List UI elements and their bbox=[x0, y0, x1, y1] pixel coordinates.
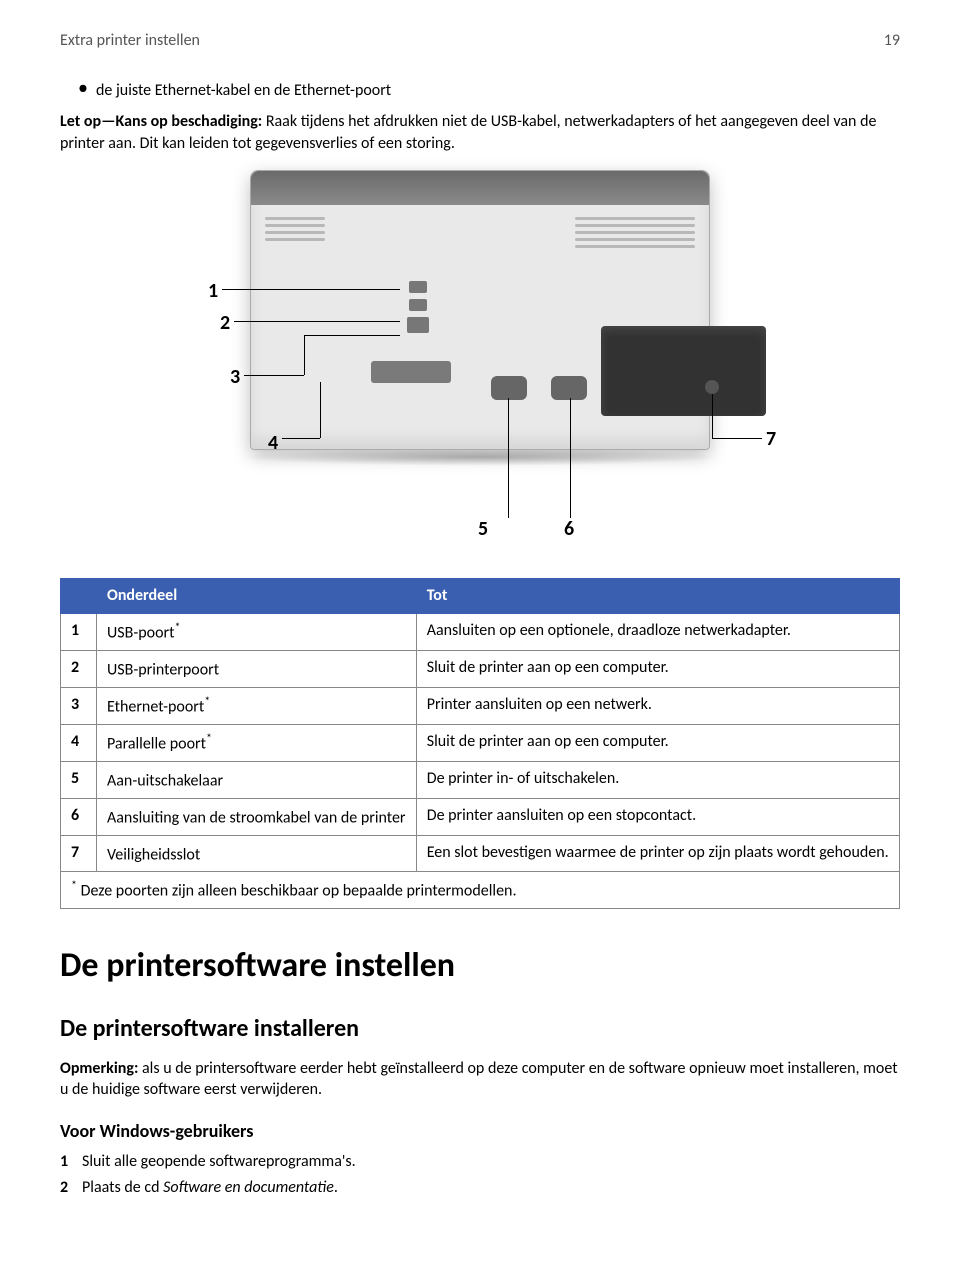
step-item: Sluit alle geopende softwareprogramma's. bbox=[80, 1151, 900, 1173]
table-row: 4 Parallelle poort* Sluit de printer aan… bbox=[61, 724, 900, 761]
table-row: 7 Veiligheidsslot Een slot bevestigen wa… bbox=[61, 835, 900, 872]
row-num: 7 bbox=[61, 835, 97, 872]
row-num: 3 bbox=[61, 687, 97, 724]
row-part: USB-printerpoort bbox=[97, 650, 417, 687]
callout-6: 6 bbox=[564, 516, 574, 543]
note-label: Opmerking: bbox=[60, 1059, 138, 1078]
row-desc: Printer aansluiten op een netwerk. bbox=[416, 687, 899, 724]
table-row: 3 Ethernet-poort* Printer aansluiten op … bbox=[61, 687, 900, 724]
table-footnote-row: * Deze poorten zijn alleen beschikbaar o… bbox=[61, 872, 900, 909]
steps-list: Sluit alle geopende softwareprogramma's.… bbox=[60, 1151, 900, 1198]
callout-3: 3 bbox=[230, 364, 240, 391]
row-num: 5 bbox=[61, 761, 97, 798]
row-part: Veiligheidsslot bbox=[97, 835, 417, 872]
row-num: 2 bbox=[61, 650, 97, 687]
callout-2: 2 bbox=[220, 310, 230, 337]
row-num: 6 bbox=[61, 798, 97, 835]
callout-4: 4 bbox=[268, 430, 278, 457]
header-page: 19 bbox=[884, 30, 900, 52]
row-part: Ethernet-poort* bbox=[97, 687, 417, 724]
row-desc: De printer aansluiten op een stopcontact… bbox=[416, 798, 899, 835]
bullet-dot-icon: • bbox=[78, 78, 88, 102]
th-empty bbox=[61, 579, 97, 614]
row-part: Aansluiting van de stroomkabel van de pr… bbox=[97, 798, 417, 835]
row-desc: De printer in- of uitschakelen. bbox=[416, 761, 899, 798]
row-desc: Aansluiten op een optionele, draadloze n… bbox=[416, 613, 899, 650]
printer-body-illustration bbox=[250, 170, 710, 450]
parts-table: Onderdeel Tot 1 USB-poort* Aansluiten op… bbox=[60, 578, 900, 909]
note-paragraph: Opmerking: als u de printersoftware eerd… bbox=[60, 1058, 900, 1101]
table-footnote: * Deze poorten zijn alleen beschikbaar o… bbox=[61, 872, 900, 909]
header-title: Extra printer instellen bbox=[60, 30, 200, 52]
row-num: 4 bbox=[61, 724, 97, 761]
table-row: 5 Aan-uitschakelaar De printer in- of ui… bbox=[61, 761, 900, 798]
subsection-heading: De printersoftware installeren bbox=[60, 1013, 900, 1045]
row-desc: Een slot bevestigen waarmee de printer o… bbox=[416, 835, 899, 872]
callout-1: 1 bbox=[208, 278, 218, 305]
bullet-text: de juiste Ethernet-kabel en de Ethernet-… bbox=[96, 80, 391, 102]
table-row: 2 USB-printerpoort Sluit de printer aan … bbox=[61, 650, 900, 687]
row-desc: Sluit de printer aan op een computer. bbox=[416, 650, 899, 687]
caution-label: Let op—Kans op beschadiging: bbox=[60, 112, 262, 131]
table-row: 6 Aansluiting van de stroomkabel van de … bbox=[61, 798, 900, 835]
section-heading: De printersoftware instellen bbox=[60, 943, 900, 989]
callout-7: 7 bbox=[766, 426, 776, 453]
row-part: Parallelle poort* bbox=[97, 724, 417, 761]
caution-paragraph: Let op—Kans op beschadiging: Raak tijden… bbox=[60, 111, 900, 154]
table-row: 1 USB-poort* Aansluiten op een optionele… bbox=[61, 613, 900, 650]
printer-diagram: 1 2 3 4 5 6 7 bbox=[60, 170, 900, 590]
subsub-heading: Voor Windows-gebruikers bbox=[60, 1119, 900, 1143]
bullet-list: • de juiste Ethernet-kabel en de Etherne… bbox=[60, 80, 900, 102]
row-desc: Sluit de printer aan op een computer. bbox=[416, 724, 899, 761]
row-num: 1 bbox=[61, 613, 97, 650]
note-text: als u de printersoftware eerder hebt geï… bbox=[60, 1059, 898, 1100]
step-item: Plaats de cd Software en documentatie. bbox=[80, 1177, 900, 1199]
row-part: Aan-uitschakelaar bbox=[97, 761, 417, 798]
page-header: Extra printer instellen 19 bbox=[60, 30, 900, 52]
callout-5: 5 bbox=[478, 516, 488, 543]
row-part: USB-poort* bbox=[97, 613, 417, 650]
